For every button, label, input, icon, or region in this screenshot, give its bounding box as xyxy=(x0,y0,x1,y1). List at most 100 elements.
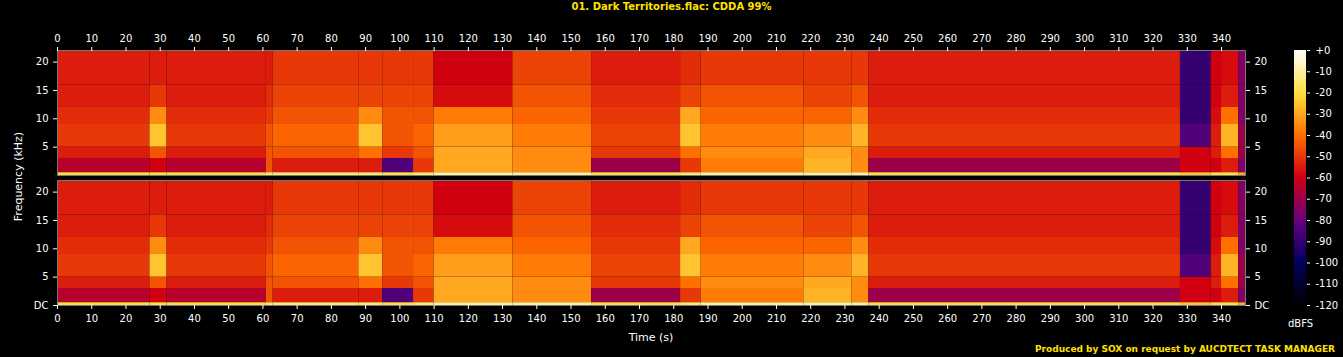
svg-text:260: 260 xyxy=(938,313,957,324)
svg-text:100: 100 xyxy=(390,313,409,324)
svg-text:270: 270 xyxy=(972,313,991,324)
svg-text:20: 20 xyxy=(36,186,49,197)
svg-text:10: 10 xyxy=(1255,243,1268,254)
svg-text:-100: -100 xyxy=(1316,257,1339,268)
svg-text:5: 5 xyxy=(1255,141,1261,152)
svg-text:120: 120 xyxy=(459,313,478,324)
svg-text:20: 20 xyxy=(36,56,49,67)
svg-text:240: 240 xyxy=(870,33,889,44)
svg-text:-30: -30 xyxy=(1316,108,1332,119)
svg-text:40: 40 xyxy=(188,313,201,324)
svg-text:280: 280 xyxy=(1007,313,1026,324)
svg-text:270: 270 xyxy=(972,33,991,44)
svg-text:290: 290 xyxy=(1041,33,1060,44)
svg-text:90: 90 xyxy=(359,313,372,324)
svg-text:210: 210 xyxy=(767,313,786,324)
svg-text:120: 120 xyxy=(459,33,478,44)
svg-text:230: 230 xyxy=(835,313,854,324)
svg-text:110: 110 xyxy=(425,33,444,44)
svg-text:50: 50 xyxy=(222,33,235,44)
svg-text:10: 10 xyxy=(1255,113,1268,124)
svg-text:10: 10 xyxy=(36,113,49,124)
svg-text:200: 200 xyxy=(733,33,752,44)
svg-text:240: 240 xyxy=(870,313,889,324)
svg-text:310: 310 xyxy=(1109,33,1128,44)
svg-text:0: 0 xyxy=(54,313,60,324)
svg-text:230: 230 xyxy=(835,33,854,44)
svg-text:20: 20 xyxy=(120,33,133,44)
svg-text:-110: -110 xyxy=(1316,278,1339,289)
svg-text:20: 20 xyxy=(1255,186,1268,197)
svg-text:160: 160 xyxy=(596,33,615,44)
svg-text:170: 170 xyxy=(630,33,649,44)
svg-text:30: 30 xyxy=(154,313,167,324)
svg-text:260: 260 xyxy=(938,33,957,44)
svg-text:20: 20 xyxy=(1255,56,1268,67)
svg-text:140: 140 xyxy=(527,33,546,44)
svg-text:15: 15 xyxy=(1255,215,1268,226)
svg-text:320: 320 xyxy=(1144,33,1163,44)
svg-text:180: 180 xyxy=(664,313,683,324)
svg-text:100: 100 xyxy=(390,33,409,44)
svg-text:150: 150 xyxy=(561,313,580,324)
svg-text:-120: -120 xyxy=(1316,300,1339,311)
svg-text:330: 330 xyxy=(1178,313,1197,324)
svg-text:15: 15 xyxy=(1255,85,1268,96)
svg-text:300: 300 xyxy=(1075,313,1094,324)
svg-text:10: 10 xyxy=(36,243,49,254)
svg-text:-70: -70 xyxy=(1316,193,1332,204)
svg-text:250: 250 xyxy=(904,313,923,324)
svg-text:15: 15 xyxy=(36,215,49,226)
svg-text:80: 80 xyxy=(325,33,338,44)
svg-text:330: 330 xyxy=(1178,33,1197,44)
svg-text:220: 220 xyxy=(801,33,820,44)
svg-text:-90: -90 xyxy=(1316,236,1332,247)
svg-text:200: 200 xyxy=(733,313,752,324)
svg-text:340: 340 xyxy=(1212,33,1231,44)
svg-text:15: 15 xyxy=(36,85,49,96)
svg-text:90: 90 xyxy=(359,33,372,44)
svg-text:250: 250 xyxy=(904,33,923,44)
svg-text:300: 300 xyxy=(1075,33,1094,44)
svg-text:310: 310 xyxy=(1109,313,1128,324)
svg-text:280: 280 xyxy=(1007,33,1026,44)
svg-text:190: 190 xyxy=(698,33,717,44)
svg-text:5: 5 xyxy=(1255,271,1261,282)
svg-text:-80: -80 xyxy=(1316,215,1332,226)
svg-text:210: 210 xyxy=(767,33,786,44)
svg-text:0: 0 xyxy=(54,33,60,44)
svg-text:30: 30 xyxy=(154,33,167,44)
svg-text:+0: +0 xyxy=(1316,45,1331,56)
svg-text:DC: DC xyxy=(34,300,49,311)
svg-text:40: 40 xyxy=(188,33,201,44)
svg-text:60: 60 xyxy=(257,313,270,324)
svg-text:150: 150 xyxy=(561,33,580,44)
svg-text:5: 5 xyxy=(42,271,48,282)
svg-text:220: 220 xyxy=(801,313,820,324)
svg-text:-60: -60 xyxy=(1316,172,1332,183)
svg-text:60: 60 xyxy=(257,33,270,44)
svg-text:-20: -20 xyxy=(1316,87,1332,98)
svg-text:290: 290 xyxy=(1041,313,1060,324)
svg-text:5: 5 xyxy=(42,141,48,152)
svg-text:320: 320 xyxy=(1144,313,1163,324)
svg-text:340: 340 xyxy=(1212,313,1231,324)
svg-text:70: 70 xyxy=(291,33,304,44)
svg-text:-10: -10 xyxy=(1316,66,1332,77)
svg-text:10: 10 xyxy=(85,313,98,324)
svg-text:140: 140 xyxy=(527,313,546,324)
svg-text:DC: DC xyxy=(1255,300,1270,311)
svg-text:190: 190 xyxy=(698,313,717,324)
svg-text:20: 20 xyxy=(120,313,133,324)
svg-text:70: 70 xyxy=(291,313,304,324)
svg-text:-40: -40 xyxy=(1316,130,1332,141)
svg-text:10: 10 xyxy=(85,33,98,44)
svg-text:50: 50 xyxy=(222,313,235,324)
svg-text:110: 110 xyxy=(425,313,444,324)
svg-text:180: 180 xyxy=(664,33,683,44)
svg-text:-50: -50 xyxy=(1316,151,1332,162)
svg-text:80: 80 xyxy=(325,313,338,324)
svg-text:170: 170 xyxy=(630,313,649,324)
svg-text:130: 130 xyxy=(493,313,512,324)
svg-text:130: 130 xyxy=(493,33,512,44)
